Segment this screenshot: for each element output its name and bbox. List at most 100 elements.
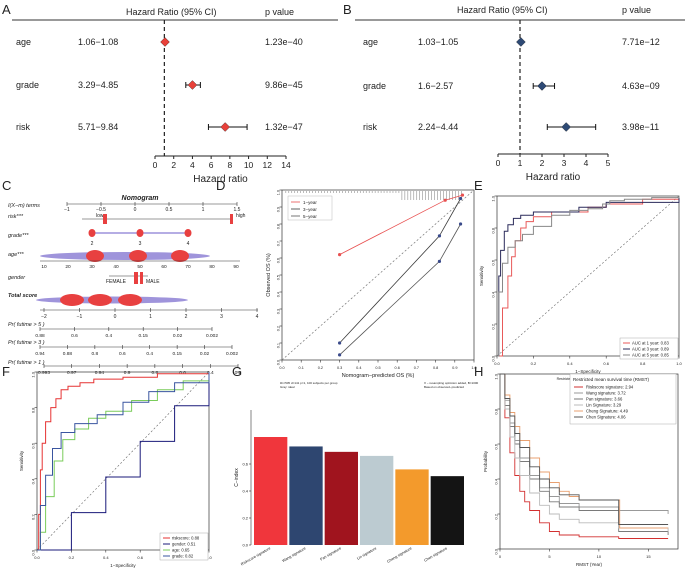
calibration-x-tick-label: 0.6 (395, 366, 400, 370)
bar-category-label: Pan signature (320, 546, 342, 561)
hr-marker (187, 80, 198, 90)
pr1-tick-label: 0.6 (179, 370, 186, 376)
roc-f-series-line (37, 372, 210, 551)
nomogram-row-label: age*** (8, 252, 24, 258)
hr-marker (561, 122, 571, 132)
calibration-point (443, 198, 447, 202)
calibration-x-tick-label: 0.9 (452, 366, 457, 370)
km-legend-label: Lin Signature: 3.29 (586, 403, 622, 408)
bar (430, 476, 464, 545)
row-ci-text: 2.24−4.44 (418, 122, 458, 132)
roc-f-y-tick-label: 0.8 (31, 407, 36, 413)
km-x-tick-label: 10 (597, 554, 602, 559)
pr1-tick-label: 0.8 (152, 370, 159, 376)
calibration-x-label: Nomogram−predicted OS (%) (342, 373, 415, 379)
panel-f-roc-plot: 0.0 0.2 0.4 0.6 0.8 1.0 0.0 0.2 0.4 0.6 0.8 1.0 risk… (19, 371, 213, 568)
roc-f-legend-label: grade: 0.82 (172, 554, 194, 559)
nomogram-row-label: risk*** (8, 214, 24, 220)
calibration-point (437, 234, 442, 238)
roc-e-legend (619, 337, 679, 360)
pr3-tick-label: 0.6 (119, 351, 126, 357)
gender-density-bar (140, 272, 143, 284)
km-y-tick-label: 0.2 (494, 513, 499, 519)
bar (254, 437, 288, 545)
km-legend-label: Pan signature: 3.66 (586, 397, 623, 402)
km-series-line (500, 373, 669, 525)
km-x-tick-label: 15 (646, 554, 651, 559)
calibration-point (460, 193, 465, 197)
bar-y-tick-label: 0.0 (242, 543, 248, 548)
hr-marker (537, 81, 547, 91)
pr1-tick-label: 0.4 (207, 370, 214, 376)
age-density-peak (171, 250, 189, 262)
roc-e-x-tick-label: 0.2 (531, 361, 537, 366)
total-tick-label: −1 (77, 314, 83, 320)
total-tick-label: −2 (41, 314, 47, 320)
panel-letter-f: F (2, 364, 10, 379)
km-legend-label: Wang signature: 3.72 (586, 391, 626, 396)
roc-f-legend-label: riskscore: 0.88 (172, 536, 200, 541)
legend-label: 1−year (303, 200, 317, 205)
km-x-tick-label: 5 (548, 554, 551, 559)
roc-e-x-tick-label: 0.6 (603, 361, 609, 366)
roc-f-y-tick-label: 0.2 (31, 514, 36, 520)
pr5-tick-label: 0.02 (173, 333, 183, 339)
bar-category-label: Cheng signature (386, 546, 412, 563)
panel-h-survival-plot: 0 5 10 15 0.0 0.2 0.4 0.6 0.8 1.0 Restricted mean … (483, 373, 679, 567)
km-x-tick-label: 0 (499, 554, 502, 559)
calibration-y-tick-label: 1.0 (277, 190, 281, 195)
pr3-tick-label: 0.88 (63, 351, 73, 357)
x-tick-label: 5 (606, 158, 611, 168)
x-tick-label: 0 (153, 160, 158, 170)
pr5-tick-label: 0.6 (71, 333, 78, 339)
row-p-value: 3.98e−11 (622, 122, 659, 132)
calibration-point (338, 353, 342, 357)
pr1-tick-label: 0.9 (124, 370, 131, 376)
pr3-tick-label: 0.94 (35, 351, 45, 357)
calibration-footnote-left: #n=505 d=141 p=1, 100 subjects per group (280, 381, 338, 385)
row-ci-text: 1.03−1.05 (418, 37, 458, 47)
roc-e-series-line (497, 196, 680, 357)
pr5-tick-label: 0.4 (105, 333, 112, 339)
nomogram-row-label: gender (8, 275, 26, 281)
x-tick-label: 1 (518, 158, 523, 168)
km-x-label: RMST (Year) (576, 562, 603, 567)
km-y-tick-label: 1.0 (494, 373, 499, 379)
calibration-y-tick-label: 0.8 (277, 224, 281, 229)
km-legend-label: Riskscore signature: 2.94 (586, 385, 634, 390)
calibration-series-line (339, 198, 461, 344)
points-tick-label: −0.5 (96, 207, 106, 213)
calibration-footnote-right: Based on observed−predicted (424, 385, 464, 389)
roc-f-x-label: 1−Specificity (110, 563, 136, 568)
calibration-series-line (339, 223, 461, 356)
panel-c-nomogram: I(X−m) terms risk*** grade*** age*** gender T… (8, 195, 259, 376)
roc-e-y-tick-label: 1.0 (491, 195, 496, 201)
roc-f-y-label: Sensitivity (19, 450, 24, 471)
legend-label: 3−year (303, 207, 317, 212)
grade-marker (88, 229, 96, 237)
roc-f-y-tick-label: 0.0 (31, 549, 36, 555)
calibration-point (338, 341, 342, 345)
calibration-y-label: Observed OS (%) (266, 253, 272, 297)
nomogram-row-label: Total score (8, 293, 37, 299)
nomogram-row-label: Pr( futime > 1 ) (8, 360, 45, 366)
calibration-point (458, 196, 463, 201)
row-label: grade (363, 81, 386, 91)
grade-tick-label: 4 (187, 241, 190, 247)
x-tick-label: 10 (244, 160, 254, 170)
total-tick-label: 0 (114, 314, 117, 320)
roc-f-series-line (37, 372, 210, 551)
total-tick-label: 2 (185, 314, 188, 320)
km-legend-title: Restricted mean survival time (RMST) (573, 377, 650, 382)
row-ci-text: 5.71−9.84 (78, 122, 118, 132)
panel-letter-a: A (2, 2, 11, 17)
roc-f-y-tick-label: 1.0 (31, 371, 36, 377)
nomogram-title: Nomogram (122, 195, 159, 202)
calibration-footnote-left: Gray: ideal (280, 385, 295, 389)
panel-letter-g: G (232, 364, 242, 379)
roc-e-legend-label: AUC at 1 year: 0.83 (632, 341, 669, 346)
panel-letter-b: B (343, 2, 352, 17)
row-p-value: 9.86e−45 (265, 80, 303, 90)
pr1-tick-label: 0.2 (235, 370, 242, 376)
roc-f-series-line (37, 372, 210, 551)
